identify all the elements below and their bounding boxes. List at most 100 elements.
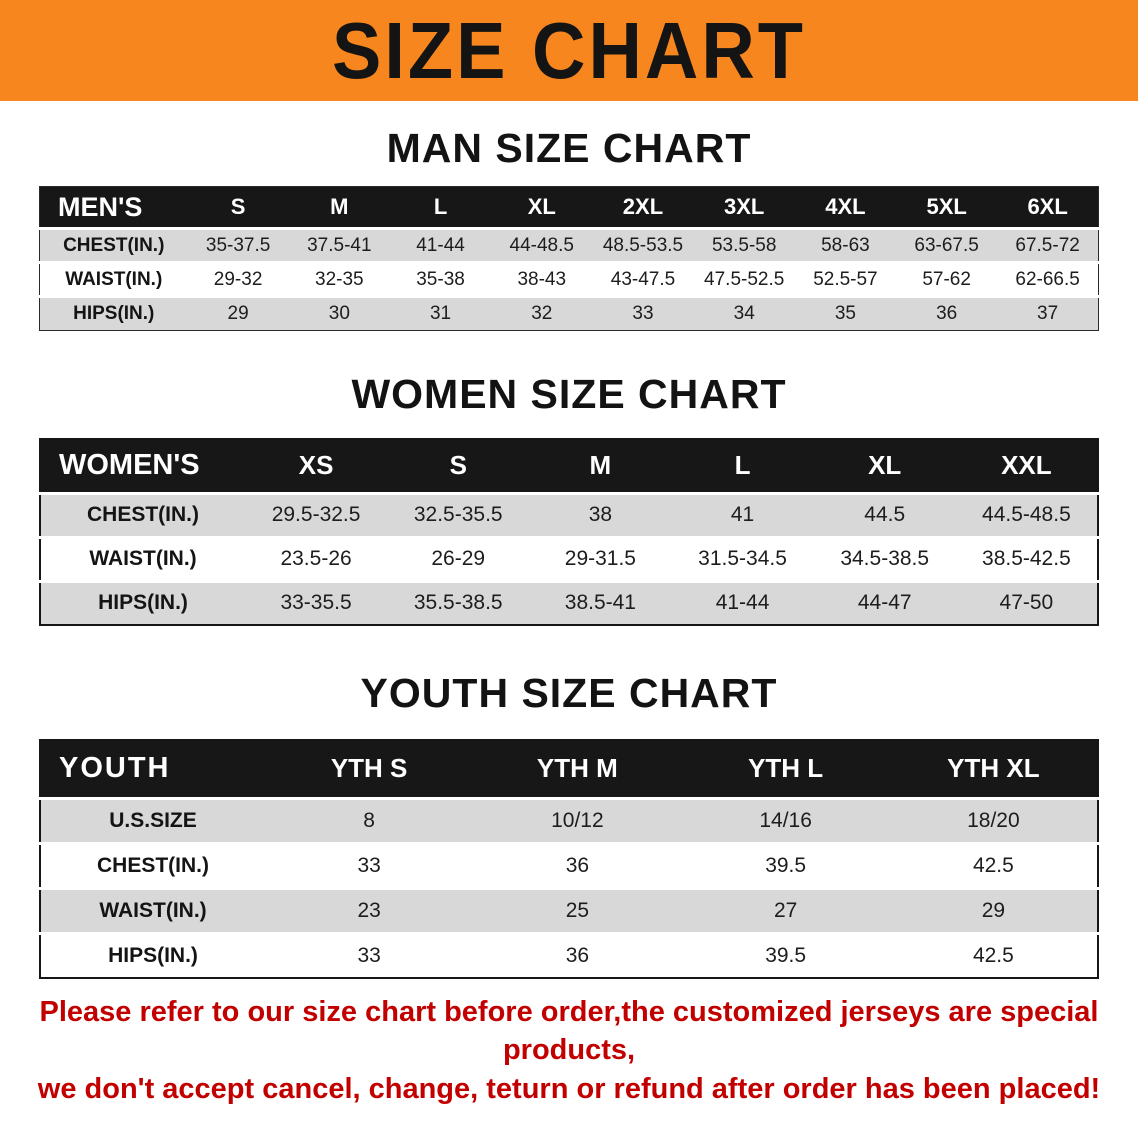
size-column-header: 6XL <box>997 186 1099 229</box>
size-column-header: 3XL <box>693 186 795 229</box>
size-value: 38.5-41 <box>564 591 636 615</box>
size-value: 33-35.5 <box>280 591 352 615</box>
size-value: 29-32 <box>213 268 263 290</box>
size-value: 35-37.5 <box>205 234 271 256</box>
size-value: 34.5-38.5 <box>840 547 930 570</box>
women-size-table: WOMEN'S XS S M L XL XXL CHEST(IN.) 29.5-32.5 32.5… <box>39 438 1099 626</box>
size-column-header: YTH XL <box>889 740 1098 798</box>
youth-section-heading: YOUTH SIZE CHART <box>360 670 778 716</box>
size-value: 39.5 <box>765 853 807 877</box>
size-column-header: S <box>387 439 530 493</box>
size-value: 44-47 <box>857 591 912 615</box>
size-value: 48.5-53.5 <box>602 234 684 256</box>
size-value: 42.5 <box>972 943 1014 967</box>
size-value: 29-31.5 <box>564 547 636 570</box>
table-corner-label: MEN'S <box>39 186 188 229</box>
youth-section: YOUTH SIZE CHART YOUTH YTH S YTH M YTH L YTH… <box>0 626 1138 979</box>
size-column-header: 5XL <box>896 186 998 229</box>
size-value: 67.5-72 <box>1015 234 1080 256</box>
size-value: 41-44 <box>416 234 465 256</box>
size-value: 32.5-35.5 <box>413 503 503 526</box>
size-value: 29 <box>981 898 1006 922</box>
size-value: 38 <box>588 503 613 526</box>
youth-size-table: YOUTH YTH S YTH M YTH L YTH XL U.S.SIZE 8 10/12… <box>39 739 1099 979</box>
table-row: HIPS(IN.) 33 36 39.5 42.5 <box>40 933 1098 978</box>
size-column-header: YTH S <box>265 740 474 798</box>
table-row: WAIST(IN.) 23.5-26 26-29 29-31.5 31.5-34.5 34… <box>40 537 1098 581</box>
row-label: CHEST(IN.) <box>87 503 199 526</box>
table-header-row: YOUTH YTH S YTH M YTH L YTH XL <box>40 740 1098 798</box>
size-value: 38-43 <box>517 268 567 290</box>
size-value: 8 <box>363 808 375 832</box>
size-value: 33 <box>357 853 381 877</box>
size-column-header: S <box>187 186 289 229</box>
size-value: 29 <box>227 303 249 324</box>
size-value: 31.5-34.5 <box>698 547 787 570</box>
size-value: 31 <box>429 303 452 324</box>
size-value: 53.5-58 <box>711 234 777 256</box>
size-column-header: XL <box>491 186 593 229</box>
size-value: 37 <box>1037 303 1059 324</box>
row-label: WAIST(IN.) <box>99 898 207 922</box>
size-value: 58-63 <box>821 234 870 256</box>
table-row: CHEST(IN.) 29.5-32.5 32.5-35.5 38 41 44.5 44.5… <box>40 493 1098 537</box>
size-value: 34 <box>733 303 755 324</box>
size-column-header: L <box>671 439 814 493</box>
size-value: 25 <box>565 898 590 922</box>
size-value: 14/16 <box>759 808 812 832</box>
size-value: 41 <box>730 503 755 526</box>
size-value: 44.5 <box>864 503 906 526</box>
table-header-row: WOMEN'S XS S M L XL XXL <box>40 439 1098 493</box>
size-column-header: 2XL <box>592 186 694 229</box>
disclaimer-line-2: we don't accept cancel, change, teturn o… <box>37 1072 1101 1105</box>
size-value: 35-38 <box>416 268 465 290</box>
table-corner-label: YOUTH <box>40 740 265 798</box>
size-value: 43-47.5 <box>610 268 676 290</box>
size-value: 32-35 <box>315 268 364 290</box>
size-value: 47.5-52.5 <box>704 268 785 290</box>
size-value: 30 <box>328 303 350 324</box>
table-row: U.S.SIZE 8 10/12 14/16 18/20 <box>40 798 1098 843</box>
size-column-header: 4XL <box>794 186 897 229</box>
size-value: 18/20 <box>967 808 1020 832</box>
table-row: CHEST(IN.) 33 36 39.5 42.5 <box>40 843 1098 888</box>
size-value: 36 <box>565 943 590 967</box>
size-value: 39.5 <box>765 943 807 967</box>
size-column-header: L <box>389 186 492 229</box>
size-value: 41-44 <box>715 591 770 615</box>
table-header-row: MEN'S S M L XL 2XL 3XL 4XL 5XL 6XL <box>39 186 1099 229</box>
size-column-header: XS <box>245 439 388 493</box>
size-value: 35.5-38.5 <box>413 591 503 615</box>
size-value: 26-29 <box>431 547 486 570</box>
table-row: WAIST(IN.) 29-32 32-35 35-38 38-43 43-47.5 47.… <box>39 262 1099 297</box>
size-value: 52.5-57 <box>813 268 878 290</box>
table-row: HIPS(IN.) 33-35.5 35.5-38.5 38.5-41 41-44 44-… <box>40 581 1098 625</box>
size-value: 23 <box>357 898 381 922</box>
size-value: 29.5-32.5 <box>271 503 361 526</box>
row-label: CHEST(IN.) <box>97 853 209 877</box>
size-value: 27 <box>773 898 798 922</box>
size-column-header: M <box>288 186 390 229</box>
men-section: MAN SIZE CHART MEN'S S M L XL 2XL 3XL 4XL 5XL 6XL… <box>0 101 1138 331</box>
size-value: 57-62 <box>922 268 971 290</box>
size-column-header: M <box>529 439 672 493</box>
size-value: 44.5-48.5 <box>982 503 1071 526</box>
women-section: WOMEN SIZE CHART WOMEN'S XS S M L XL XXL CHEST(… <box>0 331 1138 626</box>
size-value: 37.5-41 <box>307 234 372 256</box>
size-value: 10/12 <box>551 808 604 832</box>
banner: SIZE CHART <box>0 0 1138 101</box>
disclaimer-line-1: Please refer to our size chart before or… <box>39 996 1099 1067</box>
row-label: WAIST(IN.) <box>65 268 163 290</box>
size-column-header: XXL <box>955 439 1098 493</box>
row-label: HIPS(IN.) <box>98 591 188 615</box>
row-label: WAIST(IN.) <box>89 547 197 570</box>
size-value: 47-50 <box>999 591 1054 615</box>
table-corner-label: WOMEN'S <box>40 439 245 493</box>
table-row: WAIST(IN.) 23 25 27 29 <box>40 888 1098 933</box>
size-value: 44-48.5 <box>509 234 574 256</box>
table-row: CHEST(IN.) 35-37.5 37.5-41 41-44 44-48.5 48.5… <box>39 228 1099 263</box>
size-column-header: YTH L <box>681 740 890 798</box>
disclaimer: Please refer to our size chart before or… <box>0 993 1138 1108</box>
row-label: CHEST(IN.) <box>63 234 165 256</box>
